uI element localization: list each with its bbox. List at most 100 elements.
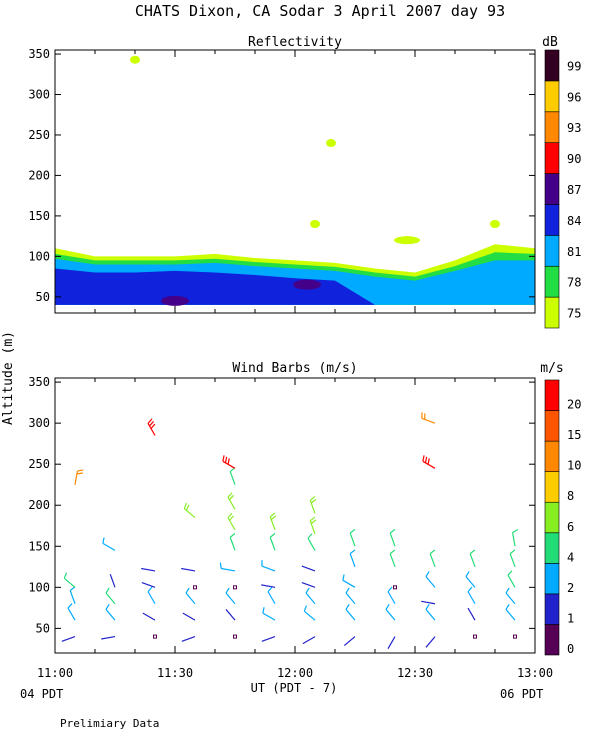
barb-shaft <box>422 460 436 469</box>
barb-flag <box>150 423 156 429</box>
barb-shaft <box>309 500 316 514</box>
ms-swatch <box>544 501 560 534</box>
barb-shaft <box>425 609 436 621</box>
ms-swatch <box>544 563 560 595</box>
barb-shaft <box>141 567 156 572</box>
wind-barb <box>261 584 276 588</box>
wind-ytick-label: 300 <box>28 416 50 430</box>
barb-shaft <box>387 636 396 650</box>
barb-shaft <box>262 612 276 621</box>
ms-level-label: 6 <box>567 520 574 534</box>
barb-flag <box>227 458 230 465</box>
barb-shaft <box>343 636 356 647</box>
wind-barb <box>261 636 276 642</box>
ms-swatch <box>544 532 560 564</box>
barb-shaft <box>261 584 276 588</box>
x-tick-label: 11:30 <box>157 666 193 680</box>
barb-flag <box>76 472 83 475</box>
wind-barb <box>387 586 396 605</box>
reflectivity-echo-0 <box>130 55 140 64</box>
wind-barb <box>69 586 76 604</box>
barb-flag <box>105 604 110 610</box>
wind-ytick-label: 200 <box>28 498 50 512</box>
barb-shaft <box>507 574 516 588</box>
wind-barb <box>507 570 516 588</box>
wind-barb <box>261 560 276 572</box>
wind-barb <box>429 549 436 568</box>
wind-barb <box>509 549 516 568</box>
wind-barb <box>267 586 276 605</box>
wind-barb <box>307 533 316 551</box>
y-axis-label: Altitude (m) <box>1 331 16 425</box>
reflectivity-echo-4 <box>490 219 500 228</box>
db-level-label: 84 <box>567 214 581 228</box>
wind-barb <box>302 636 316 645</box>
calm-marker <box>513 634 517 639</box>
wind-barb <box>425 604 436 621</box>
reflectivity-ytick-label: 100 <box>28 249 50 263</box>
reflectivity-ytick-label: 50 <box>36 290 50 304</box>
ms-level-label: 2 <box>567 581 574 595</box>
db-level-label: 96 <box>567 90 581 104</box>
barb-shaft <box>389 553 396 568</box>
barb-shaft <box>309 520 316 535</box>
reflectivity-echo-3 <box>394 236 420 245</box>
barb-flag <box>387 586 393 593</box>
barb-shaft <box>109 573 116 588</box>
wind-ytick-label: 350 <box>28 375 50 389</box>
wind-barb <box>269 533 276 551</box>
reflectivity-echo-6 <box>293 279 321 290</box>
barb-flag <box>186 504 190 511</box>
barb-shaft <box>183 508 196 519</box>
ms-colorbar-unit: m/s <box>540 361 563 376</box>
barb-shaft <box>182 612 196 621</box>
db-level-label: 75 <box>567 307 581 321</box>
wind-barb <box>349 549 356 568</box>
calm-marker <box>233 634 237 639</box>
barb-flag <box>509 549 516 555</box>
db-level-label: 81 <box>567 245 581 259</box>
barb-shaft <box>425 636 436 648</box>
wind-barb <box>102 537 116 551</box>
barb-flag <box>267 586 273 593</box>
wind-barb <box>469 549 476 568</box>
barb-flag <box>310 498 317 504</box>
barb-shaft <box>467 591 476 605</box>
barb-shaft <box>305 592 316 605</box>
ms-level-label: 10 <box>567 459 581 473</box>
wind-barb <box>422 455 436 469</box>
wind-barb <box>505 604 516 621</box>
barb-shaft <box>225 609 236 621</box>
wind-barb <box>421 600 436 605</box>
barb-flag <box>345 587 350 594</box>
axes-layer: 50 100 150 200 250 300 350 50 100 150 200 250 300 350… <box>28 47 553 680</box>
db-level-label: 99 <box>567 59 581 73</box>
wind-barb <box>511 529 519 547</box>
barb-flag <box>229 494 234 501</box>
db-colorbar: 75 78 81 84 87 90 93 96 99 <box>544 49 581 329</box>
wind-barb <box>309 496 317 514</box>
wind-barb <box>343 636 356 647</box>
barb-flag <box>227 512 233 519</box>
barb-shaft <box>63 577 76 588</box>
barb-flag <box>429 549 436 555</box>
barb-flag <box>229 533 236 538</box>
calm-marker <box>153 634 157 639</box>
wind-ytick-label: 250 <box>28 457 50 471</box>
wind-barb <box>74 469 84 485</box>
wind-barb <box>67 603 76 621</box>
barb-shaft <box>229 471 236 485</box>
wind-barb <box>225 609 236 621</box>
barb-shaft <box>147 591 156 605</box>
db-level-label: 87 <box>567 183 581 197</box>
ms-swatch <box>544 379 560 411</box>
barb-shaft <box>342 579 356 588</box>
x-tick-label: 11:00 <box>37 666 73 680</box>
wind-barb <box>105 604 116 621</box>
barb-shaft <box>185 592 196 605</box>
barb-flag <box>349 528 356 534</box>
barb-shaft <box>229 537 236 551</box>
barb-flag <box>185 587 190 594</box>
figure-title: CHATS Dixon, CA Sodar 3 April 2007 day 9… <box>135 2 505 20</box>
